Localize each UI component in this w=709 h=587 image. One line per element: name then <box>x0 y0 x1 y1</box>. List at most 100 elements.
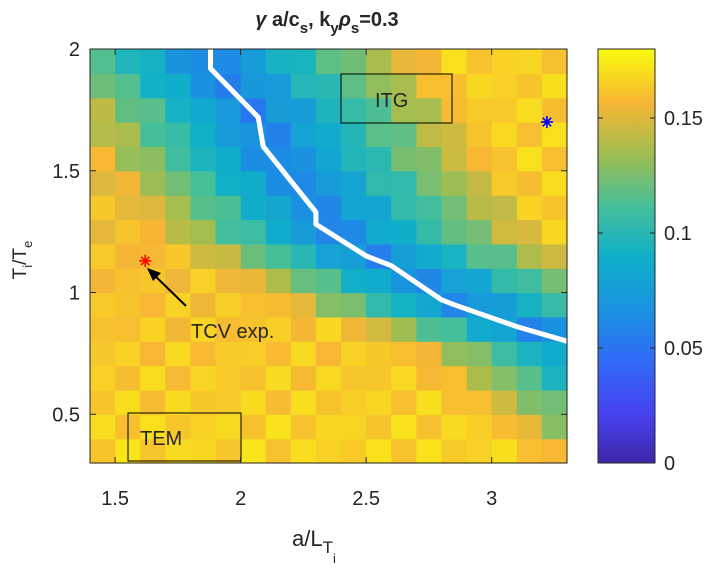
heatmap-cell <box>140 97 166 123</box>
heatmap-cell <box>516 219 543 245</box>
heatmap-cell <box>290 49 317 74</box>
heatmap-cell <box>391 122 417 148</box>
heatmap-cell <box>140 219 166 245</box>
heatmap-cell <box>366 146 392 172</box>
heatmap-cell <box>416 73 443 99</box>
heatmap-cell <box>541 122 568 148</box>
heatmap-cell <box>491 219 518 245</box>
heatmap-cell <box>391 438 417 464</box>
heatmap-cell <box>441 195 468 221</box>
heatmap-cell <box>416 146 443 172</box>
y-tick-label: 0.5 <box>52 404 80 426</box>
heatmap-cell <box>140 170 166 196</box>
heatmap-cell <box>315 170 342 196</box>
heatmap-cell <box>165 389 192 415</box>
heatmap-cell <box>215 316 242 342</box>
heatmap-cell <box>165 243 192 269</box>
heatmap-cell <box>90 170 116 196</box>
heatmap-cell <box>90 97 116 123</box>
heatmap-cell <box>290 341 317 367</box>
heatmap-cell <box>190 146 217 172</box>
heatmap-cell <box>215 49 242 74</box>
heatmap-cell <box>416 122 443 148</box>
itg-box-frame <box>340 73 453 124</box>
heatmap-cell <box>240 146 267 172</box>
heatmap-cell <box>240 438 267 464</box>
heatmap-cell <box>90 73 116 99</box>
heatmap-cell <box>115 170 141 196</box>
heatmap-cell <box>290 73 317 99</box>
heatmap-cell <box>541 292 568 318</box>
heatmap-cell <box>441 316 468 342</box>
heatmap-cell <box>90 49 116 74</box>
heatmap-cell <box>541 195 568 221</box>
heatmap-cell <box>466 73 493 99</box>
heatmap-cell <box>240 414 267 440</box>
heatmap-cell <box>315 243 342 269</box>
y-axis-label: Ti/Te <box>10 241 35 280</box>
heatmap-cell <box>215 438 242 464</box>
heatmap-cell <box>416 170 443 196</box>
heatmap-cell <box>516 195 543 221</box>
heatmap-cell <box>466 97 493 123</box>
heatmap-cell <box>290 365 317 391</box>
heatmap-cell <box>466 146 493 172</box>
heatmap-cell <box>466 268 493 294</box>
heatmap-cell <box>290 243 317 269</box>
heatmap-cell <box>315 146 342 172</box>
heatmap-cell <box>90 122 116 148</box>
heatmap-cell <box>290 316 317 342</box>
heatmap-cell <box>115 219 141 245</box>
heatmap-cell <box>315 49 342 74</box>
plot-frame <box>89 48 568 464</box>
heatmap-cell <box>165 316 192 342</box>
heatmap-cell <box>265 414 292 440</box>
heatmap-cell <box>391 146 417 172</box>
heatmap-cell <box>491 268 518 294</box>
heatmap-cell <box>366 97 392 123</box>
heatmap-cell <box>491 49 518 74</box>
heatmap-cell <box>215 268 242 294</box>
heatmap-cell <box>90 389 116 415</box>
heatmap-cell <box>165 219 192 245</box>
heatmap-cell <box>290 219 317 245</box>
colorbar-ticks: 0 0.05 0.1 0.15 <box>598 108 703 475</box>
heatmap-cell <box>491 73 518 99</box>
heatmap-cell <box>165 97 192 123</box>
heatmap-cell <box>516 122 543 148</box>
heatmap-cell <box>391 49 417 74</box>
itg-tem-boundary-line <box>208 49 568 344</box>
heatmap-cell <box>491 414 518 440</box>
heatmap-cell <box>165 365 192 391</box>
heatmap-cell <box>240 316 267 342</box>
heatmap-cell <box>416 219 443 245</box>
heatmap-cell <box>240 292 267 318</box>
heatmap-cell <box>315 268 342 294</box>
heatmap-cell <box>491 146 518 172</box>
heatmap-cell <box>140 122 166 148</box>
heatmap-cell <box>90 268 116 294</box>
heatmap-cell <box>441 365 468 391</box>
heatmap-cell <box>466 414 493 440</box>
heatmap-cell <box>240 365 267 391</box>
chart-title: γ a/cs, kyρs=0.3 <box>255 9 398 37</box>
heatmap-cell <box>541 170 568 196</box>
y-tick-label: 2 <box>69 39 80 61</box>
heatmap-cell <box>140 292 166 318</box>
heatmap-cell <box>165 146 192 172</box>
heatmap-cell <box>240 170 267 196</box>
heatmap-cell <box>190 219 217 245</box>
heatmap-cell <box>315 365 342 391</box>
heatmap-cell <box>516 292 543 318</box>
heatmap-cell <box>140 389 166 415</box>
heatmap-cell <box>341 170 367 196</box>
heatmap-cell <box>90 146 116 172</box>
heatmap-cell <box>265 49 292 74</box>
heatmap-cell <box>265 389 292 415</box>
heatmap-cell <box>516 243 543 269</box>
heatmap-cell <box>215 195 242 221</box>
colorbar-tick-label: 0 <box>664 453 675 475</box>
heatmap-cell <box>416 49 443 74</box>
tcv-annotation: TCV exp. <box>147 268 274 343</box>
heatmap-cell <box>466 341 493 367</box>
